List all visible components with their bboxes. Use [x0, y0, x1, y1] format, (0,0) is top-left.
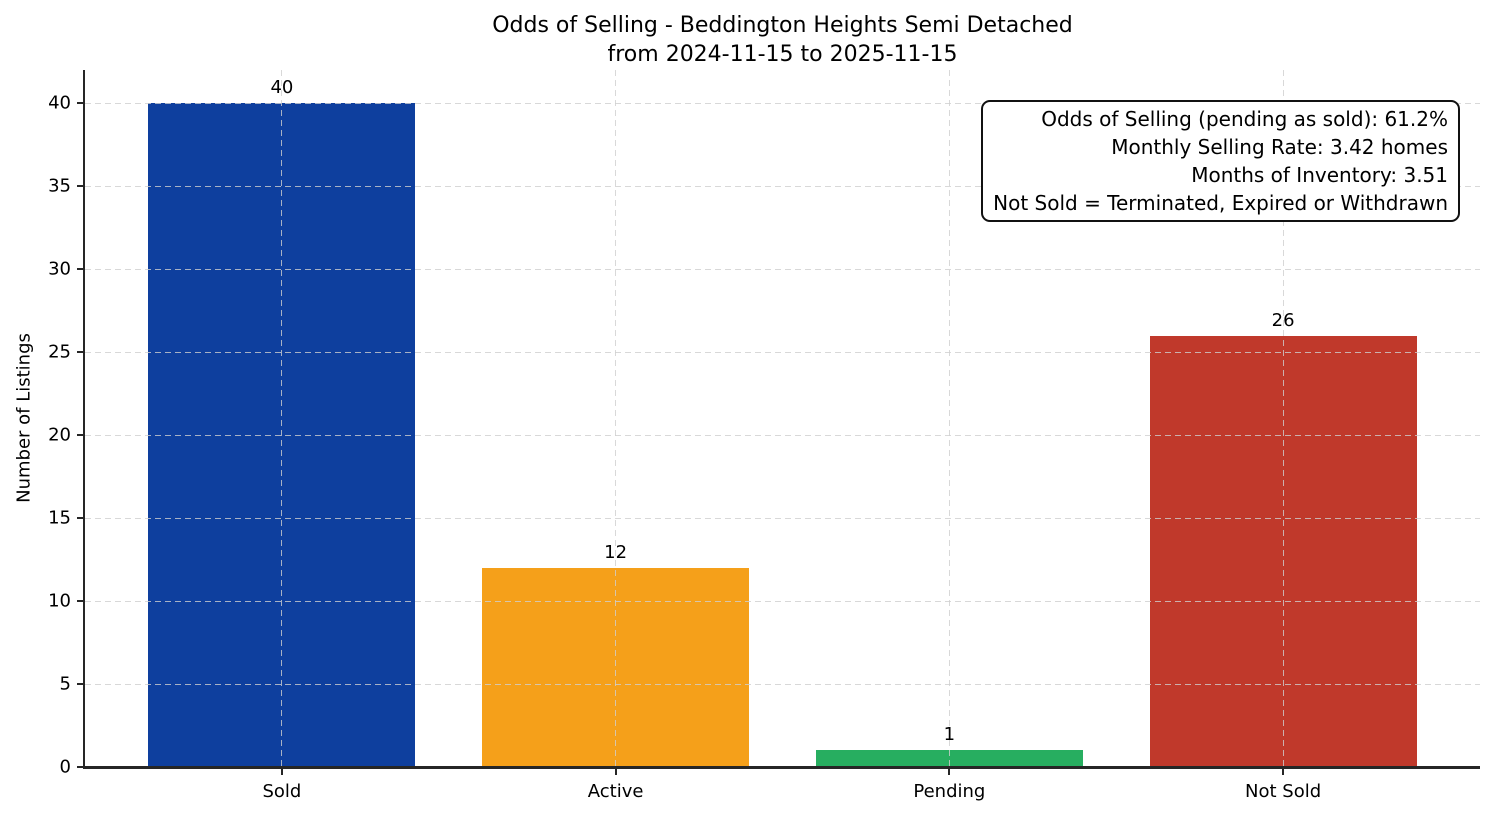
y-axis-label: Number of Listings [13, 333, 35, 503]
x-tick-mark [614, 767, 617, 775]
x-gridline-3 [1282, 70, 1284, 767]
y-tick-label: 25 [48, 341, 71, 363]
y-tick-mark [77, 517, 85, 520]
stat-odds-of-selling: Odds of Selling (pending as sold): 61.2% [1041, 107, 1448, 131]
y-gridline-20 [85, 434, 1480, 436]
y-tick-mark [77, 600, 85, 603]
stats-annotation-box: Odds of Selling (pending as sold): 61.2%… [981, 100, 1460, 222]
y-gridline-25 [85, 351, 1480, 353]
y-gridline-15 [85, 517, 1480, 519]
x-tick-mark [948, 767, 951, 775]
bar-value-label: 1 [943, 724, 956, 746]
x-tick-label: Sold [262, 781, 302, 802]
y-tick-mark [77, 102, 85, 105]
x-gridline-0 [281, 70, 283, 767]
y-gridline-10 [85, 600, 1480, 602]
y-tick-mark [77, 351, 85, 354]
x-tick-mark [1282, 767, 1285, 775]
x-gridline-2 [948, 70, 950, 767]
y-tick-mark [77, 434, 85, 437]
chart-title-line2: from 2024-11-15 to 2025-11-15 [607, 42, 958, 67]
stat-monthly-selling-rate: Monthly Selling Rate: 3.42 homes [1111, 135, 1448, 159]
y-tick-mark [77, 683, 85, 686]
y-axis-spine [83, 70, 85, 769]
y-tick-mark [77, 766, 85, 768]
x-gridline-1 [615, 70, 617, 767]
x-tick-label: Active [587, 781, 644, 802]
x-tick-mark [280, 767, 283, 775]
stat-months-of-inventory: Months of Inventory: 3.51 [1191, 163, 1448, 187]
bar-value-label: 12 [604, 541, 628, 563]
bar-value-label: 26 [1271, 309, 1295, 331]
y-tick-label: 0 [59, 756, 71, 778]
y-tick-label: 15 [48, 507, 71, 529]
x-axis-spine [83, 766, 1480, 769]
x-tick-label: Not Sold [1245, 781, 1322, 802]
x-tick-label: Pending [913, 781, 986, 802]
y-tick-mark [77, 268, 85, 271]
y-tick-mark [77, 185, 85, 188]
y-gridline-40 [85, 102, 1480, 104]
y-gridline-5 [85, 683, 1480, 685]
y-tick-label: 5 [59, 673, 71, 695]
bar-value-label: 40 [270, 77, 294, 99]
y-tick-label: 35 [48, 175, 71, 197]
y-gridline-30 [85, 268, 1480, 270]
y-gridline-35 [85, 185, 1480, 187]
chart-title-line1: Odds of Selling - Beddington Heights Sem… [492, 13, 1073, 38]
y-tick-label: 20 [48, 424, 71, 446]
y-tick-label: 10 [48, 590, 71, 612]
y-tick-label: 30 [48, 258, 71, 280]
stat-not-sold-definition: Not Sold = Terminated, Expired or Withdr… [993, 191, 1448, 215]
chart-title: Odds of Selling - Beddington Heights Sem… [85, 11, 1480, 69]
y-tick-label: 40 [48, 92, 71, 114]
